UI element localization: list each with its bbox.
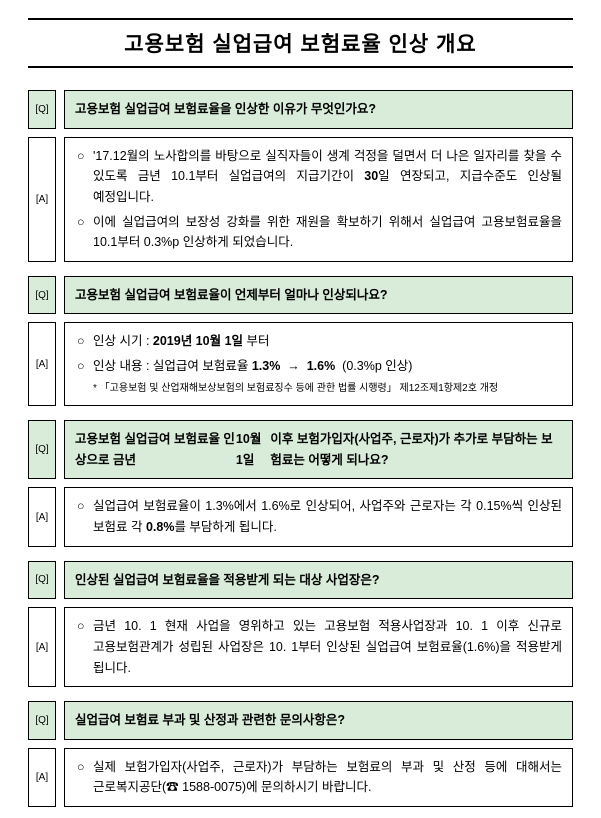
answer-bullet: ○인상 내용 : 실업급여 보험료율 1.3% → 1.6% (0.3%p 인상…	[75, 356, 562, 377]
answer-row: [A] ○'17.12월의 노사합의를 바탕으로 실직자들이 생계 걱정을 덜면서…	[28, 137, 573, 262]
q-tag: [Q]	[28, 276, 56, 315]
bullet-mark-icon: ○	[75, 146, 93, 208]
answer-box: ○인상 시기 : 2019년 10월 1일 부터○인상 내용 : 실업급여 보험…	[64, 322, 573, 406]
bullet-text: 인상 내용 : 실업급여 보험료율 1.3% → 1.6% (0.3%p 인상)	[93, 356, 562, 377]
qa-block: [Q] 고용보험 실업급여 보험료율 인상으로 금년 10월 1일 이후 보험가입…	[28, 420, 573, 547]
a-tag: [A]	[28, 322, 56, 406]
bullet-mark-icon: ○	[75, 616, 93, 678]
answer-box: ○'17.12월의 노사합의를 바탕으로 실직자들이 생계 걱정을 덜면서 더 …	[64, 137, 573, 262]
question-row: [Q] 고용보험 실업급여 보험료율을 인상한 이유가 무엇인가요?	[28, 90, 573, 129]
bullet-text: 이에 실업급여의 보장성 강화를 위한 재원을 확보하기 위해서 실업급여 고용…	[93, 212, 562, 253]
question-row: [Q] 고용보험 실업급여 보험료율이 언제부터 얼마나 인상되나요?	[28, 276, 573, 315]
question-box: 인상된 실업급여 보험료율을 적용받게 되는 대상 사업장은?	[64, 561, 573, 600]
answer-bullet: ○이에 실업급여의 보장성 강화를 위한 재원을 확보하기 위해서 실업급여 고…	[75, 212, 562, 253]
answer-bullet: ○실업급여 보험료율이 1.3%에서 1.6%로 인상되어, 사업주와 근로자는…	[75, 496, 562, 537]
qa-block: [Q] 실업급여 보험료 부과 및 산정과 관련한 문의사항은? [A] ○실제 보험…	[28, 701, 573, 807]
q-tag: [Q]	[28, 90, 56, 129]
bullet-mark-icon: ○	[75, 757, 93, 798]
a-tag: [A]	[28, 137, 56, 262]
footnote: * 「고용보험 및 산업재해보상보험의 보험료징수 등에 관한 법률 시행령」 …	[75, 381, 562, 398]
a-tag: [A]	[28, 748, 56, 807]
a-tag: [A]	[28, 487, 56, 546]
qa-block: [Q] 고용보험 실업급여 보험료율을 인상한 이유가 무엇인가요? [A] ○'17…	[28, 90, 573, 262]
bullet-mark-icon: ○	[75, 356, 93, 377]
bullet-text: 인상 시기 : 2019년 10월 1일 부터	[93, 331, 562, 352]
q-tag: [Q]	[28, 420, 56, 479]
bullet-mark-icon: ○	[75, 212, 93, 253]
qa-block: [Q] 고용보험 실업급여 보험료율이 언제부터 얼마나 인상되나요? [A] ○인상…	[28, 276, 573, 406]
bullet-text: '17.12월의 노사합의를 바탕으로 실직자들이 생계 걱정을 덜면서 더 나…	[93, 146, 562, 208]
page-title: 고용보험 실업급여 보험료율 인상 개요	[28, 28, 573, 58]
question-row: [Q] 인상된 실업급여 보험료율을 적용받게 되는 대상 사업장은?	[28, 561, 573, 600]
bullet-mark-icon: ○	[75, 331, 93, 352]
qa-block: [Q] 인상된 실업급여 보험료율을 적용받게 되는 대상 사업장은? [A] ○금년…	[28, 561, 573, 688]
answer-bullet: ○실제 보험가입자(사업주, 근로자)가 부담하는 보험료의 부과 및 산정 등…	[75, 757, 562, 798]
answer-row: [A] ○금년 10. 1 현재 사업을 영위하고 있는 고용보험 적용사업장과 …	[28, 607, 573, 687]
answer-bullet: ○인상 시기 : 2019년 10월 1일 부터	[75, 331, 562, 352]
q-tag: [Q]	[28, 701, 56, 740]
bullet-text: 금년 10. 1 현재 사업을 영위하고 있는 고용보험 적용사업장과 10. …	[93, 616, 562, 678]
question-box: 실업급여 보험료 부과 및 산정과 관련한 문의사항은?	[64, 701, 573, 740]
document-page: 고용보험 실업급여 보험료율 인상 개요 [Q] 고용보험 실업급여 보험료율을 …	[0, 0, 601, 818]
answer-box: ○실업급여 보험료율이 1.3%에서 1.6%로 인상되어, 사업주와 근로자는…	[64, 487, 573, 546]
answer-box: ○금년 10. 1 현재 사업을 영위하고 있는 고용보험 적용사업장과 10.…	[64, 607, 573, 687]
answer-bullet: ○금년 10. 1 현재 사업을 영위하고 있는 고용보험 적용사업장과 10.…	[75, 616, 562, 678]
answer-box: ○실제 보험가입자(사업주, 근로자)가 부담하는 보험료의 부과 및 산정 등…	[64, 748, 573, 807]
question-row: [Q] 고용보험 실업급여 보험료율 인상으로 금년 10월 1일 이후 보험가입…	[28, 420, 573, 479]
question-row: [Q] 실업급여 보험료 부과 및 산정과 관련한 문의사항은?	[28, 701, 573, 740]
a-tag: [A]	[28, 607, 56, 687]
bullet-text: 실업급여 보험료율이 1.3%에서 1.6%로 인상되어, 사업주와 근로자는 …	[93, 496, 562, 537]
title-container: 고용보험 실업급여 보험료율 인상 개요	[28, 18, 573, 68]
answer-row: [A] ○실제 보험가입자(사업주, 근로자)가 부담하는 보험료의 부과 및 산…	[28, 748, 573, 807]
answer-row: [A]○인상 시기 : 2019년 10월 1일 부터○인상 내용 : 실업급여…	[28, 322, 573, 406]
question-box: 고용보험 실업급여 보험료율이 언제부터 얼마나 인상되나요?	[64, 276, 573, 315]
question-box: 고용보험 실업급여 보험료율 인상으로 금년 10월 1일 이후 보험가입자(사…	[64, 420, 573, 479]
q-tag: [Q]	[28, 561, 56, 600]
qa-list: [Q]고용보험 실업급여 보험료율을 인상한 이유가 무엇인가요?[A]○'17…	[28, 90, 573, 807]
bullet-mark-icon: ○	[75, 496, 93, 537]
bullet-text: 실제 보험가입자(사업주, 근로자)가 부담하는 보험료의 부과 및 산정 등에…	[93, 757, 562, 798]
question-box: 고용보험 실업급여 보험료율을 인상한 이유가 무엇인가요?	[64, 90, 573, 129]
answer-bullet: ○'17.12월의 노사합의를 바탕으로 실직자들이 생계 걱정을 덜면서 더 …	[75, 146, 562, 208]
answer-row: [A] ○실업급여 보험료율이 1.3%에서 1.6%로 인상되어, 사업주와 근…	[28, 487, 573, 546]
